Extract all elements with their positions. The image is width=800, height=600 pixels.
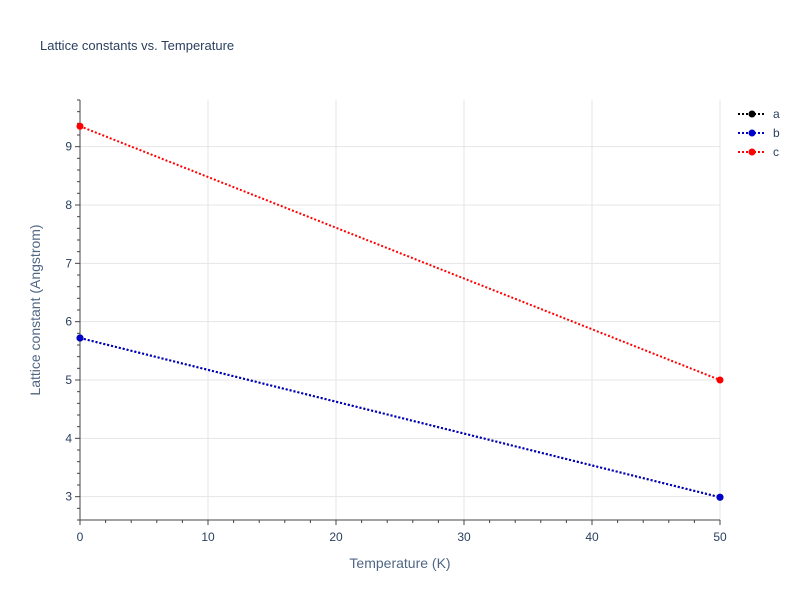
y-tick-label: 5 — [65, 373, 72, 387]
y-tick-label: 6 — [65, 315, 72, 329]
legend-swatch-marker — [748, 148, 756, 156]
legend[interactable]: abc — [738, 107, 780, 159]
x-tick-label: 20 — [329, 530, 343, 544]
y-tick-label: 3 — [65, 490, 72, 504]
data-point-c — [716, 376, 724, 384]
y-tick-label: 4 — [65, 431, 72, 445]
x-axis-label: Temperature (K) — [349, 555, 450, 571]
x-tick-label: 50 — [713, 530, 727, 544]
series-b — [76, 334, 724, 501]
legend-label: c — [773, 145, 779, 159]
y-tick-label: 8 — [65, 198, 72, 212]
legend-item-c[interactable]: c — [738, 145, 779, 159]
legend-swatch-marker — [748, 110, 756, 118]
y-ticks: 3 4 5 6 7 8 9 — [65, 140, 72, 504]
x-tick-label: 10 — [201, 530, 215, 544]
legend-item-b[interactable]: b — [738, 126, 780, 140]
legend-item-a[interactable]: a — [738, 107, 780, 121]
series-group — [76, 122, 724, 501]
y-tick-label: 7 — [65, 256, 72, 270]
data-point-b — [76, 334, 84, 342]
x-tick-label: 0 — [77, 530, 84, 544]
series-line-b — [79, 337, 721, 499]
axes — [75, 99, 721, 525]
series-line-c — [79, 125, 721, 381]
series-c — [76, 122, 724, 384]
legend-label: a — [773, 107, 780, 121]
grid — [80, 100, 721, 520]
legend-swatch-marker — [748, 129, 756, 137]
y-tick-label: 9 — [65, 140, 72, 154]
x-ticks: 0 10 20 30 40 50 — [77, 530, 727, 544]
x-tick-label: 40 — [585, 530, 599, 544]
legend-label: b — [773, 126, 780, 140]
y-axis-label: Lattice constant (Angstrom) — [27, 224, 43, 395]
x-tick-label: 30 — [457, 530, 471, 544]
data-point-c — [76, 122, 84, 130]
chart-title: Lattice constants vs. Temperature — [40, 38, 234, 53]
data-point-b — [716, 493, 724, 501]
